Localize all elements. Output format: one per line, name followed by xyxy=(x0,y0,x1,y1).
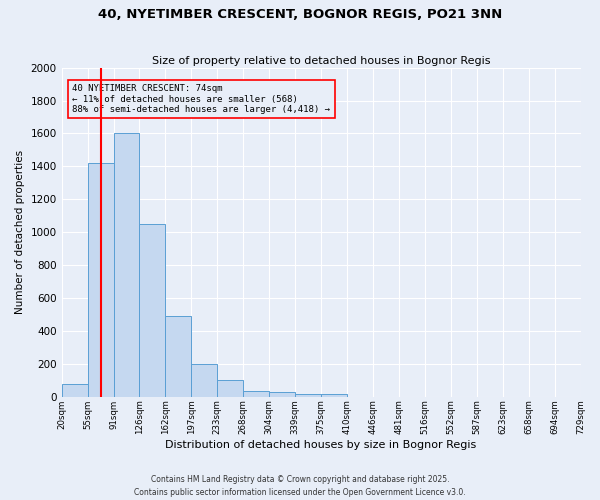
Y-axis label: Number of detached properties: Number of detached properties xyxy=(15,150,25,314)
Text: Contains HM Land Registry data © Crown copyright and database right 2025.
Contai: Contains HM Land Registry data © Crown c… xyxy=(134,476,466,497)
Bar xyxy=(88,163,113,397)
Bar xyxy=(243,391,269,397)
Bar xyxy=(62,384,88,397)
Bar xyxy=(166,316,191,397)
Text: 40 NYETIMBER CRESCENT: 74sqm
← 11% of detached houses are smaller (568)
88% of s: 40 NYETIMBER CRESCENT: 74sqm ← 11% of de… xyxy=(72,84,330,114)
Bar xyxy=(295,394,321,397)
Title: Size of property relative to detached houses in Bognor Regis: Size of property relative to detached ho… xyxy=(152,56,490,66)
Bar xyxy=(191,364,217,397)
Text: 40, NYETIMBER CRESCENT, BOGNOR REGIS, PO21 3NN: 40, NYETIMBER CRESCENT, BOGNOR REGIS, PO… xyxy=(98,8,502,20)
Bar xyxy=(113,134,139,397)
Bar xyxy=(321,394,347,397)
X-axis label: Distribution of detached houses by size in Bognor Regis: Distribution of detached houses by size … xyxy=(166,440,477,450)
Bar xyxy=(139,224,166,397)
Bar xyxy=(269,392,295,397)
Bar xyxy=(217,380,243,397)
